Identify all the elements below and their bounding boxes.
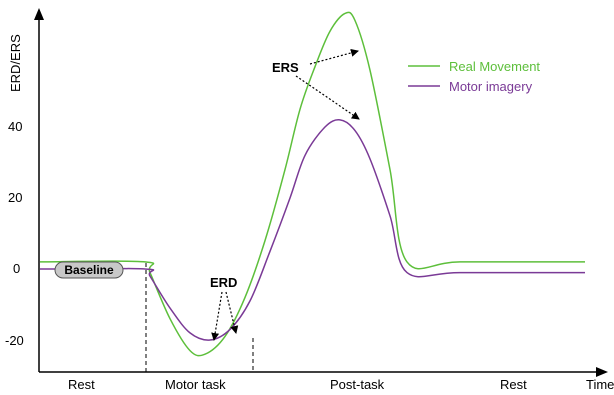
y-axis-title: ERD/ERS — [8, 34, 23, 92]
y-axis-arrow — [34, 8, 44, 20]
series-line-motor-imagery — [39, 119, 585, 341]
ers-arrow — [309, 48, 359, 65]
legend: Real Movement Motor imagery — [408, 59, 540, 94]
x-axis-arrow — [596, 367, 608, 377]
y-tick-label: -20 — [5, 333, 24, 348]
x-axis-title: Time — [586, 377, 614, 392]
baseline-label: Baseline — [64, 263, 114, 277]
y-tick-label: 40 — [8, 119, 22, 134]
phase-label-rest-end: Rest — [500, 377, 527, 392]
erd-label: ERD — [210, 275, 237, 290]
ers-arrow — [295, 75, 360, 120]
legend-label-motor-imagery: Motor imagery — [449, 79, 533, 94]
phase-label-rest: Rest — [68, 377, 95, 392]
series-line-real-movement — [39, 11, 585, 357]
erd-arrow — [225, 291, 239, 334]
ers-label: ERS — [272, 60, 299, 75]
baseline-badge — [54, 261, 124, 279]
y-tick-label: 0 — [13, 261, 20, 276]
phase-label-motor-task: Motor task — [165, 377, 226, 392]
y-tick-label: 20 — [8, 190, 22, 205]
legend-label-real-movement: Real Movement — [449, 59, 540, 74]
phase-label-post-task: Post-task — [330, 377, 385, 392]
erd-arrow — [211, 291, 223, 341]
